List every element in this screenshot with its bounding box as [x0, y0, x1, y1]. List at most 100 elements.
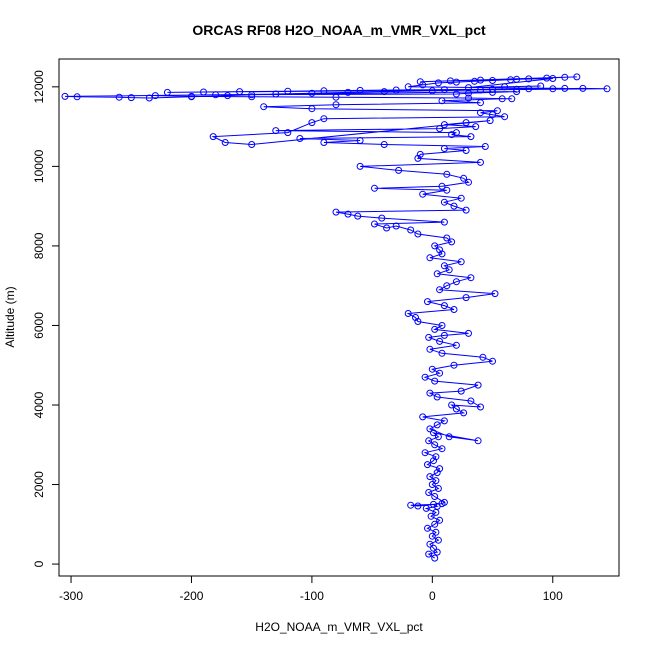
data-point — [395, 166, 403, 174]
data-point — [320, 115, 328, 123]
data-point — [440, 331, 448, 339]
data-point — [61, 92, 69, 100]
data-point — [432, 477, 440, 485]
data-point — [440, 121, 448, 129]
data-point — [356, 137, 364, 144]
data-point — [433, 421, 441, 429]
data-point — [426, 254, 434, 262]
data-point — [491, 290, 499, 298]
data-point — [440, 498, 448, 506]
data-point — [356, 162, 364, 170]
data-point — [424, 461, 431, 469]
data-point — [392, 222, 400, 230]
data-point — [296, 135, 304, 142]
data-point — [501, 83, 509, 91]
data-point — [474, 381, 482, 389]
data-point — [460, 409, 468, 417]
data-point — [430, 429, 437, 437]
data-point — [320, 139, 328, 146]
data-point — [424, 298, 431, 306]
data-point — [426, 540, 434, 548]
data-point — [431, 325, 439, 333]
data-point — [404, 83, 412, 91]
data-point — [433, 270, 441, 278]
data-point — [462, 119, 470, 127]
data-point — [445, 266, 453, 274]
data-point — [200, 88, 207, 96]
data-point — [603, 85, 611, 93]
data-point — [416, 150, 424, 158]
data-point — [354, 212, 362, 220]
data-point — [457, 258, 465, 266]
data-point — [383, 224, 391, 232]
data-point — [452, 278, 460, 286]
data-point — [440, 302, 448, 310]
data-point — [450, 306, 458, 313]
data-point — [407, 501, 415, 509]
data-point — [332, 101, 340, 109]
data-point — [489, 88, 496, 96]
data-point — [431, 493, 439, 500]
data-point — [443, 186, 451, 194]
data-point — [163, 88, 171, 96]
y-tick-label: 0 — [32, 560, 46, 567]
data-point — [438, 322, 446, 329]
data-point — [344, 88, 352, 96]
data-point — [432, 528, 440, 536]
data-point — [436, 465, 444, 473]
data-point — [425, 550, 433, 558]
data-point — [465, 84, 472, 92]
data-point — [416, 78, 424, 86]
data-point — [209, 133, 217, 141]
data-point — [525, 85, 533, 93]
data-point — [443, 234, 451, 242]
data-point — [407, 226, 415, 234]
data-point — [489, 85, 496, 93]
data-point — [127, 94, 135, 102]
data-point — [446, 77, 454, 85]
series-layer — [61, 73, 611, 562]
data-point — [561, 73, 569, 81]
data-point — [457, 194, 465, 202]
data-point — [448, 401, 456, 409]
data-point — [513, 88, 521, 96]
data-point — [525, 75, 533, 83]
data-point — [452, 341, 460, 349]
data-point — [549, 85, 557, 93]
data-point — [151, 92, 159, 100]
data-point — [467, 397, 475, 405]
data-point — [412, 314, 419, 321]
data-point — [425, 333, 433, 341]
data-point — [284, 129, 292, 137]
data-point — [508, 95, 516, 103]
data-point — [438, 97, 446, 105]
data-point — [443, 170, 451, 178]
data-point — [448, 238, 456, 246]
data-point — [433, 393, 441, 401]
data-point — [414, 230, 422, 238]
data-point — [477, 109, 484, 117]
data-point — [477, 99, 484, 107]
data-point — [430, 500, 437, 508]
data-point — [371, 184, 378, 192]
data-point — [431, 242, 439, 250]
data-point — [467, 274, 475, 282]
data-point — [248, 91, 256, 99]
data-point — [424, 524, 431, 532]
data-point — [431, 554, 439, 562]
data-point — [320, 87, 328, 95]
y-axis-label: Altitude (m) — [3, 286, 17, 347]
data-point — [260, 103, 268, 111]
data-point — [422, 504, 430, 512]
data-point — [436, 246, 444, 254]
data-point — [489, 357, 496, 365]
data-point — [380, 141, 388, 148]
x-tick-label: -200 — [179, 589, 203, 603]
data-point — [308, 89, 316, 97]
y-tick-label: 6000 — [32, 312, 46, 339]
data-point — [477, 86, 484, 94]
data-point — [421, 373, 429, 381]
data-point — [425, 489, 433, 496]
data-point — [436, 125, 444, 133]
data-point — [465, 178, 472, 186]
